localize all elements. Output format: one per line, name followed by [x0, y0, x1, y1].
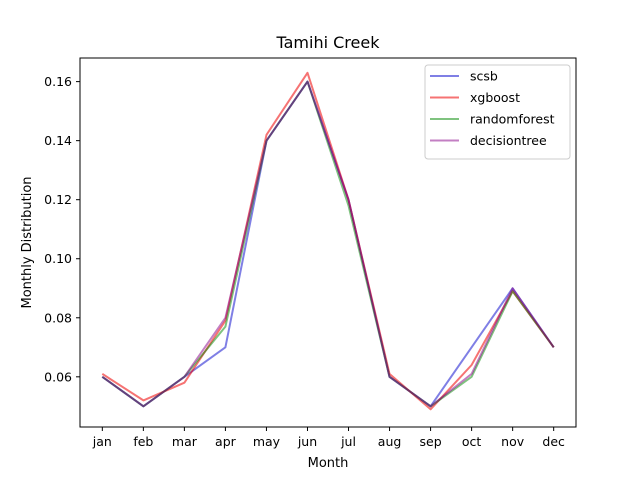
x-tick-label: jun — [297, 434, 317, 449]
plot-frame — [79, 57, 577, 428]
chart-title: Tamihi Creek — [276, 33, 381, 52]
legend-label-decisiontree: decisiontree — [470, 133, 547, 148]
x-tick-label: mar — [172, 434, 198, 449]
y-tick-label: 0.06 — [44, 369, 72, 384]
x-axis: jan feb mar apr may jun jul aug sep oct nov dec — [92, 427, 565, 449]
x-tick-label: feb — [133, 434, 153, 449]
x-tick-label: jan — [92, 434, 112, 449]
x-tick-label: nov — [501, 434, 525, 449]
x-tick-label: sep — [420, 434, 442, 449]
y-tick-label: 0.10 — [44, 251, 72, 266]
legend-label-randomforest: randomforest — [470, 112, 555, 127]
legend: scsb xgboost randomforest decisiontree — [424, 64, 571, 160]
legend-label-xgboost: xgboost — [470, 90, 520, 105]
legend-label-scsb: scsb — [470, 69, 498, 84]
x-tick-label: apr — [215, 434, 237, 449]
y-axis-label: Monthly Distribution — [20, 176, 35, 308]
series-line-xgboost — [101, 71, 555, 411]
y-tick-label: 0.16 — [44, 74, 72, 89]
legend-box — [424, 64, 571, 160]
x-tick-label: oct — [462, 434, 482, 449]
y-tick-label: 0.14 — [44, 133, 72, 148]
y-tick-label: 0.08 — [44, 310, 72, 325]
series-line-decisiontree — [101, 80, 555, 408]
y-axis: 0.06 0.08 0.10 0.12 0.14 0.16 — [44, 74, 80, 384]
x-tick-label: aug — [378, 434, 402, 449]
plot-lines — [101, 71, 555, 411]
x-tick-label: dec — [542, 434, 565, 449]
y-tick-label: 0.12 — [44, 192, 72, 207]
x-tick-label: may — [253, 434, 281, 449]
x-tick-label: jul — [340, 434, 356, 449]
x-axis-label: Month — [308, 456, 349, 471]
